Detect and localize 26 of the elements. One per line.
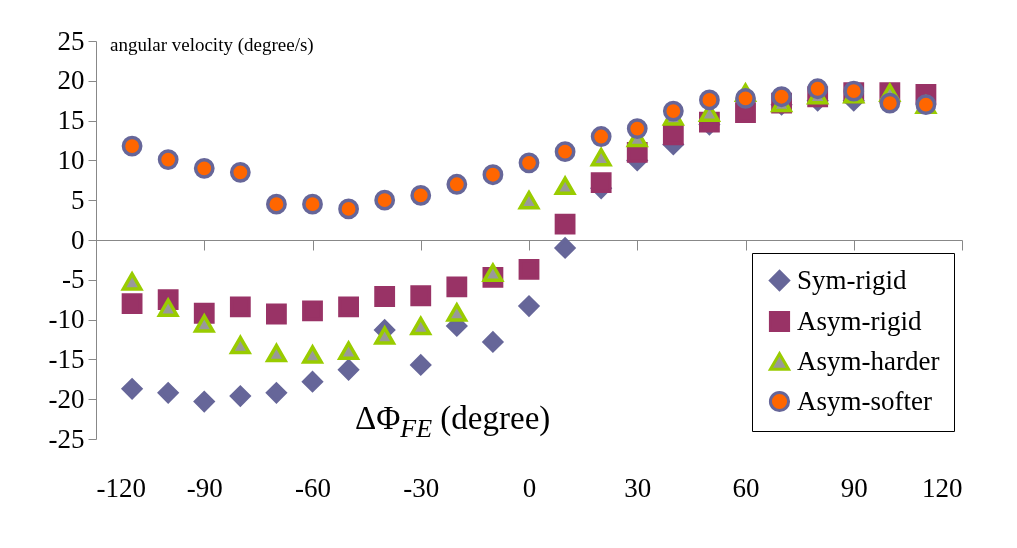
y-tick-label: -5 <box>62 264 85 295</box>
y-tick-label: 25 <box>57 25 85 56</box>
legend-label: Asym-rigid <box>797 305 922 336</box>
x-tick-label: 60 <box>732 472 760 503</box>
x-tick-label: 90 <box>840 472 868 503</box>
x-tick-label: -120 <box>96 472 146 503</box>
y-tick-label: -15 <box>48 343 85 374</box>
legend-label: Asym-harder <box>797 345 940 376</box>
legend-label: Sym-rigid <box>797 264 907 295</box>
y-tick-label: -20 <box>48 383 85 414</box>
legend-label: Asym-softer <box>797 385 932 416</box>
y-axis-title: angular velocity (degree/s) <box>110 34 314 56</box>
y-tick-label: 20 <box>57 65 85 96</box>
y-tick-label: 15 <box>57 105 85 136</box>
y-tick-label: -25 <box>48 423 85 454</box>
x-tick-label: -90 <box>186 472 223 503</box>
y-tick-label: 5 <box>71 184 85 215</box>
x-tick-label: 120 <box>922 472 963 503</box>
x-axis-title: ΔΦ$_{FE}$ (degree) <box>355 400 551 444</box>
y-tick-label: 0 <box>71 224 85 255</box>
x-tick-label: 0 <box>522 472 537 503</box>
y-tick-label: 10 <box>57 144 85 175</box>
x-tick-label: 30 <box>624 472 652 503</box>
y-tick-label: -10 <box>48 304 85 335</box>
x-tick-label: -60 <box>295 472 331 503</box>
x-tick-label: -30 <box>403 472 440 503</box>
